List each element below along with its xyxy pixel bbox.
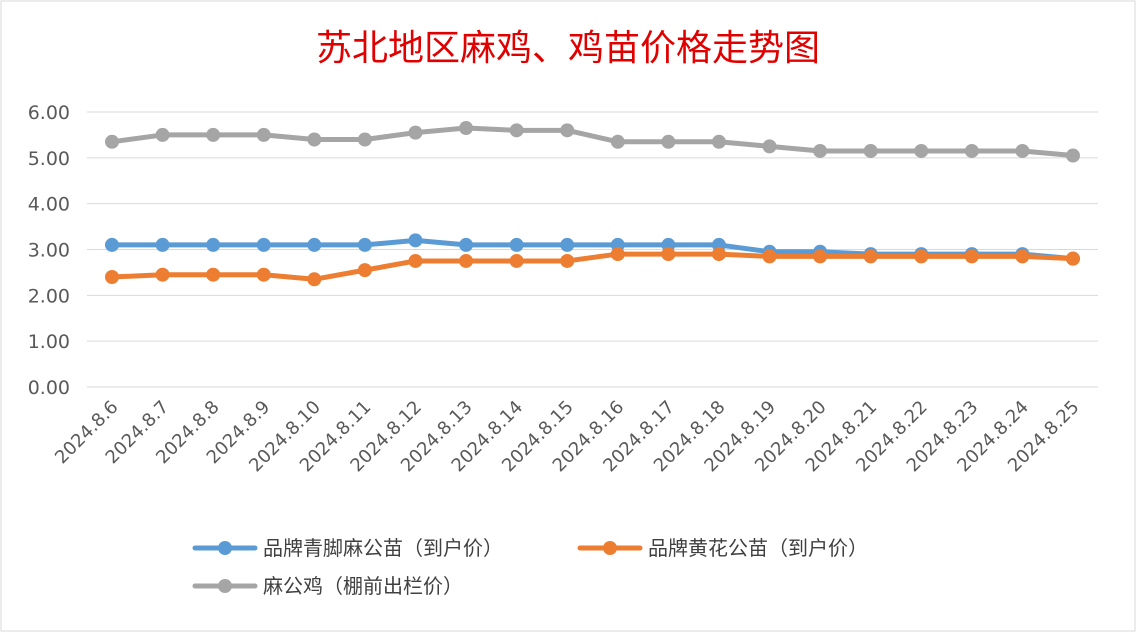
grid-layer: [87, 111, 1098, 388]
series-line: [109, 251, 1076, 282]
data-point: [307, 132, 322, 147]
data-point: [560, 123, 575, 138]
data-point: [509, 253, 524, 268]
data-point: [105, 237, 119, 252]
data-point: [206, 127, 221, 142]
data-point: [459, 237, 474, 252]
data-point: [813, 249, 828, 264]
data-point: [610, 247, 625, 262]
data-point: [307, 272, 322, 287]
data-point: [408, 125, 423, 140]
data-point: [711, 134, 726, 149]
y-axis-ticks: 0.00 1.00 2.00 3.00 4.00 5.00 6.00: [28, 102, 70, 399]
y-tick-label: 5.00: [28, 148, 70, 170]
data-point: [661, 247, 676, 262]
data-point: [105, 134, 119, 149]
data-point: [661, 134, 676, 149]
data-point: [762, 249, 777, 264]
y-tick-label: 0.00: [28, 377, 70, 399]
legend: 品牌青脚麻公苗（到户价） 品牌黄花公苗（到户价） 麻公鸡（棚前出栏价）: [192, 536, 868, 598]
data-point: [914, 143, 929, 158]
data-point: [509, 237, 524, 252]
series-2: [105, 247, 1080, 287]
legend-item: 品牌青脚麻公苗（到户价）: [192, 536, 503, 560]
data-point: [357, 132, 372, 147]
data-point: [155, 267, 170, 282]
data-point: [863, 143, 878, 158]
data-point: [459, 121, 474, 136]
legend-item: 品牌黄花公苗（到户价）: [577, 536, 868, 560]
data-point: [1066, 148, 1080, 163]
data-point: [155, 127, 170, 142]
data-point: [560, 253, 575, 268]
data-point: [813, 143, 828, 158]
series-3: [105, 121, 1080, 163]
data-point: [1015, 143, 1030, 158]
data-point: [610, 134, 625, 149]
data-point: [459, 253, 474, 268]
legend-item: 麻公鸡（棚前出栏价）: [192, 574, 463, 598]
y-tick-label: 6.00: [28, 102, 70, 124]
y-tick-label: 2.00: [28, 285, 70, 307]
data-point: [105, 270, 119, 284]
data-point: [560, 237, 575, 252]
legend-swatch-marker: [603, 541, 617, 555]
data-point: [408, 233, 423, 248]
data-point: [256, 237, 271, 252]
chart-title: 苏北地区麻鸡、鸡苗价格走势图: [316, 28, 820, 69]
data-point: [256, 127, 271, 142]
data-point: [964, 249, 979, 264]
y-tick-label: 1.00: [28, 331, 70, 353]
data-point: [762, 139, 777, 154]
data-point: [509, 123, 524, 138]
y-tick-label: 4.00: [28, 194, 70, 216]
data-point: [711, 247, 726, 262]
legend-label: 麻公鸡（棚前出栏价）: [263, 574, 463, 598]
series-layer: [105, 121, 1080, 287]
legend-swatch-marker: [218, 579, 232, 593]
data-point: [357, 237, 372, 252]
data-point: [408, 253, 423, 268]
legend-label: 品牌青脚麻公苗（到户价）: [263, 536, 503, 560]
data-point: [357, 263, 372, 278]
legend-swatch-marker: [218, 541, 232, 555]
data-point: [206, 267, 221, 282]
data-point: [964, 143, 979, 158]
data-point: [1066, 251, 1080, 266]
series-line: [109, 125, 1076, 159]
data-point: [206, 237, 221, 252]
data-point: [256, 267, 271, 282]
y-tick-label: 3.00: [28, 240, 70, 262]
data-point: [155, 237, 170, 252]
data-point: [1015, 249, 1030, 264]
data-point: [863, 249, 878, 264]
legend-label: 品牌黄花公苗（到户价）: [648, 536, 868, 560]
data-point: [914, 249, 929, 264]
data-point: [307, 237, 322, 252]
